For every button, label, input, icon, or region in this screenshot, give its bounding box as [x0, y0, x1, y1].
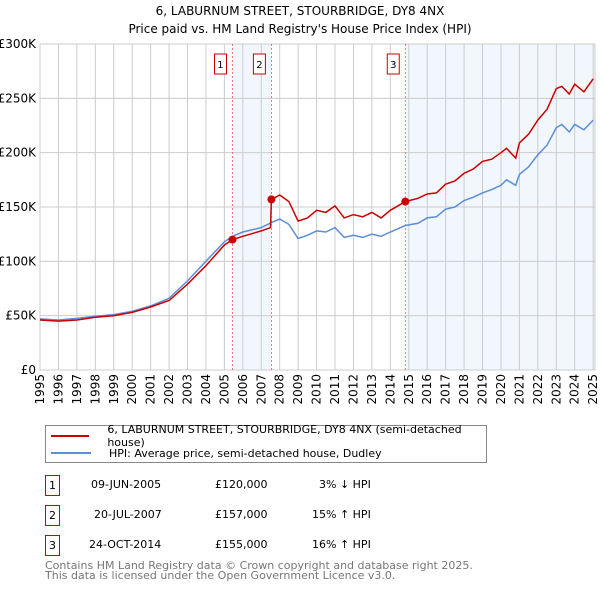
x-tick-label: 2012 [346, 374, 360, 405]
x-tick-label: 2018 [457, 374, 471, 405]
x-tick-label: 2020 [494, 374, 508, 405]
sale-row: 1 09-JUN-2005 £120,000 3% ↓ HPI [45, 475, 445, 496]
x-tick-label: 2011 [328, 374, 342, 405]
sale-point [228, 235, 237, 244]
y-tick-label: £150K [0, 200, 37, 214]
x-tick-label: 2004 [199, 374, 213, 405]
sale-point [267, 195, 276, 204]
footer-copyright: Contains HM Land Registry data © Crown c… [45, 559, 473, 572]
series-line [39, 78, 594, 322]
x-tick-label: 2021 [512, 374, 526, 405]
x-tick-label: 1999 [107, 374, 121, 405]
legend-item-property: 6, LABURNUM STREET, STOURBRIDGE, DY8 4NX… [46, 423, 486, 449]
series-line [39, 119, 594, 321]
x-tick-label: 2014 [383, 374, 397, 405]
y-tick-label: £300K [0, 37, 37, 51]
x-tick-label: 1996 [51, 374, 65, 405]
sale-date: 24-OCT-2014 [89, 538, 162, 551]
y-tick-label: £0 [21, 363, 36, 377]
x-tick-label: 2002 [162, 374, 176, 405]
x-tick-label: 2016 [420, 374, 434, 405]
x-tick-label: 2003 [181, 374, 195, 405]
x-tick-label: 2006 [236, 374, 250, 405]
x-tick-label: 2025 [586, 374, 600, 405]
x-tick-label: 2022 [531, 374, 545, 405]
x-tick-label: 2017 [439, 374, 453, 405]
sale-hpi-diff: 15% ↑ HPI [312, 508, 371, 521]
chart-title: 6, LABURNUM STREET, STOURBRIDGE, DY8 4NX [156, 4, 445, 18]
sale-label: 2 [256, 60, 262, 71]
sale-label-box [386, 53, 400, 75]
plot-frame [39, 43, 596, 371]
y-tick-label: £250K [0, 91, 37, 105]
sale-price: £155,000 [215, 538, 268, 551]
legend: 6, LABURNUM STREET, STOURBRIDGE, DY8 4NX… [45, 423, 487, 463]
sale-date: 20-JUL-2007 [94, 508, 162, 521]
y-tick-label: £200K [0, 146, 37, 160]
sale-point [401, 197, 410, 206]
x-tick-label: 2005 [217, 374, 231, 405]
legend-item-hpi: HPI: Average price, semi-detached house,… [46, 445, 382, 461]
sale-price: £120,000 [215, 478, 268, 491]
y-tick-label: £50K [5, 309, 37, 323]
x-tick-label: 2015 [402, 374, 416, 405]
x-tick-label: 2013 [365, 374, 379, 405]
x-tick-label: 2024 [568, 374, 582, 405]
chart-subtitle: Price paid vs. HM Land Registry's House … [128, 22, 471, 36]
sale-row: 3 24-OCT-2014 £155,000 16% ↑ HPI [45, 535, 445, 556]
sale-hpi-diff: 16% ↑ HPI [312, 538, 371, 551]
legend-label: HPI: Average price, semi-detached house,… [109, 446, 382, 460]
sale-row: 2 20-JUL-2007 £157,000 15% ↑ HPI [45, 505, 445, 526]
y-tick-label: £100K [0, 254, 37, 268]
sale-marker-badge: 2 [45, 505, 60, 526]
x-tick-label: 2019 [476, 374, 490, 405]
legend-swatch-blue [51, 452, 91, 454]
x-tick-label: 1995 [33, 374, 47, 405]
x-tick-label: 2000 [125, 374, 139, 405]
sale-label: 3 [390, 60, 396, 71]
sale-marker-badge: 3 [45, 535, 60, 556]
sale-label-box [252, 53, 266, 75]
legend-swatch-red [51, 435, 90, 437]
x-tick-label: 2007 [254, 374, 268, 405]
sale-label-box [213, 53, 227, 75]
price-chart: 6, LABURNUM STREET, STOURBRIDGE, DY8 4NX… [0, 4, 600, 405]
x-tick-label: 2009 [291, 374, 305, 405]
sale-price: £157,000 [215, 508, 268, 521]
footer-licence: This data is licensed under the Open Gov… [45, 569, 396, 582]
legend-label: 6, LABURNUM STREET, STOURBRIDGE, DY8 4NX… [107, 423, 462, 449]
sale-date: 09-JUN-2005 [91, 478, 162, 491]
sale-label: 1 [217, 60, 223, 71]
x-tick-label: 2023 [549, 374, 563, 405]
x-tick-label: 1998 [88, 374, 102, 405]
x-tick-label: 2010 [310, 374, 324, 405]
x-tick-label: 2001 [144, 374, 158, 405]
x-tick-label: 1997 [70, 374, 84, 405]
x-tick-label: 2008 [273, 374, 287, 405]
sale-hpi-diff: 3% ↓ HPI [319, 478, 371, 491]
sale-marker-badge: 1 [45, 475, 60, 496]
